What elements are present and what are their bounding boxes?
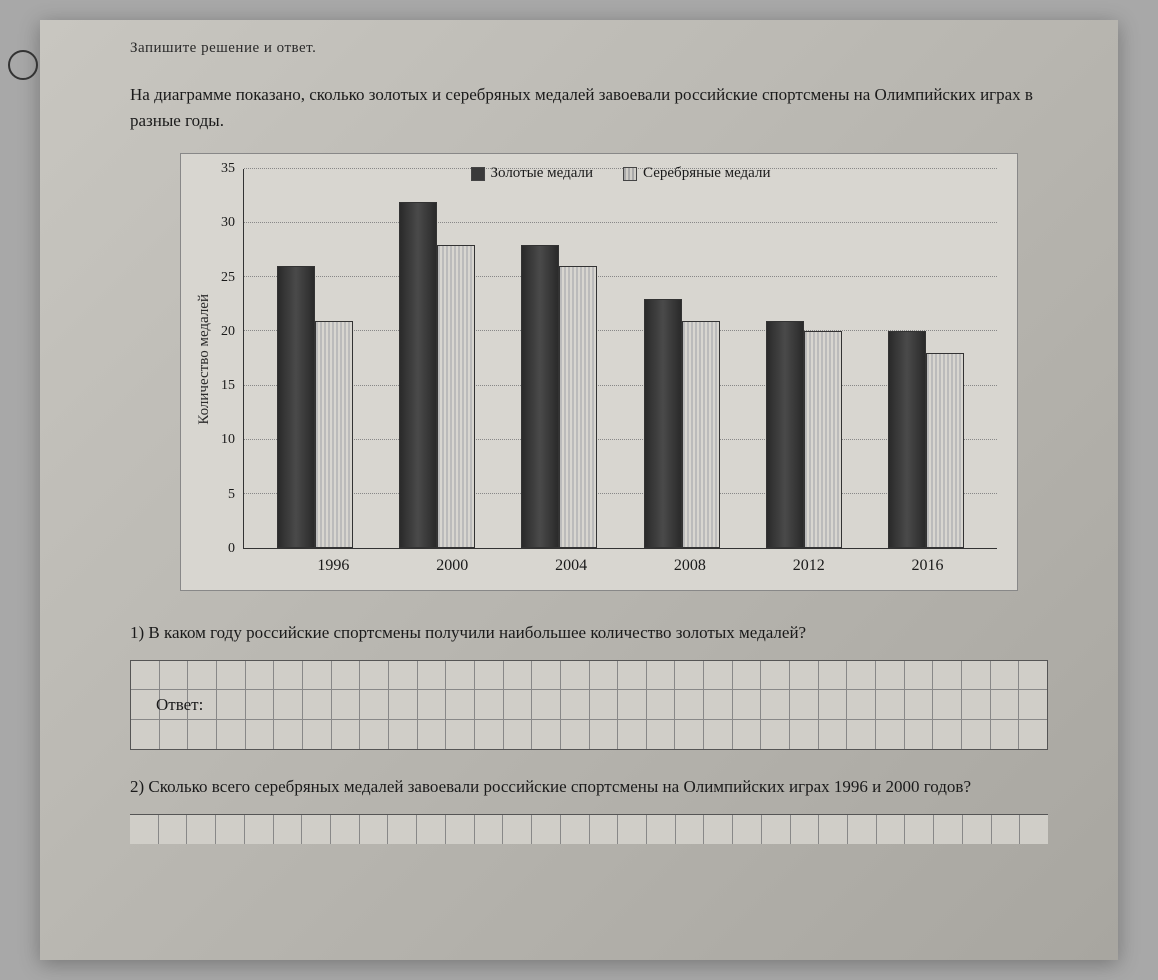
bar-group	[254, 169, 376, 548]
legend-gold: Золотые медали	[471, 165, 594, 182]
gold-bar	[766, 321, 804, 548]
bar-group	[498, 169, 620, 548]
legend-gold-label: Золотые медали	[491, 165, 594, 182]
legend-silver-label: Серебряные медали	[643, 165, 770, 182]
x-axis-label: 2012	[749, 557, 868, 575]
chart-legend: Золотые медали Серебряные медали	[471, 165, 771, 182]
answer-label: Ответ:	[156, 695, 203, 715]
bar-group	[743, 169, 865, 548]
bar-group	[376, 169, 498, 548]
silver-swatch-icon	[623, 167, 637, 181]
task-number-circle	[8, 50, 38, 80]
silver-bar	[559, 266, 597, 548]
answer-grid-1[interactable]: Ответ:	[130, 660, 1048, 750]
x-axis-label: 2004	[512, 557, 631, 575]
question-1: 1) В каком году российские спортсмены по…	[130, 621, 1048, 645]
y-axis-ticks: 35302520151050	[221, 169, 243, 549]
plot-area: Золотые медали Серебряные медали	[243, 169, 997, 549]
silver-bar	[926, 353, 964, 548]
bar-group	[865, 169, 987, 548]
gold-bar	[277, 266, 315, 548]
gold-swatch-icon	[471, 167, 485, 181]
silver-bar	[804, 331, 842, 548]
gold-bar	[644, 299, 682, 548]
bar-chart: Количество медалей 35302520151050 Золоты…	[180, 153, 1018, 591]
bar-group	[621, 169, 743, 548]
question-2: 2) Сколько всего серебряных медалей заво…	[130, 775, 1048, 799]
gold-bar	[521, 245, 559, 548]
answer-grid-2-partial[interactable]	[130, 814, 1048, 844]
task-intro: На диаграмме показано, сколько золотых и…	[80, 82, 1078, 133]
x-axis-label: 2016	[868, 557, 987, 575]
top-instruction: Запишите решение и ответ.	[80, 40, 1078, 57]
x-axis-label: 2008	[630, 557, 749, 575]
gold-bar	[399, 202, 437, 549]
y-axis-label: Количество медалей	[196, 294, 213, 425]
legend-silver: Серебряные медали	[623, 165, 770, 182]
x-axis-label: 1996	[274, 557, 393, 575]
gold-bar	[888, 331, 926, 548]
worksheet-page: Запишите решение и ответ. На диаграмме п…	[40, 20, 1118, 960]
silver-bar	[437, 245, 475, 548]
silver-bar	[682, 321, 720, 548]
silver-bar	[315, 321, 353, 548]
x-axis-label: 2000	[393, 557, 512, 575]
